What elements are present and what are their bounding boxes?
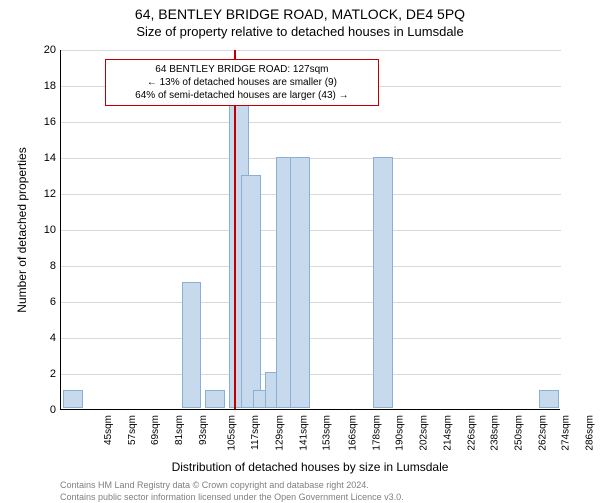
- x-tick-label: 57sqm: [127, 415, 138, 445]
- y-tick-label: 18: [36, 80, 56, 92]
- histogram-bar: [290, 157, 310, 408]
- gridline: [61, 338, 561, 339]
- x-tick-label: 238sqm: [490, 415, 501, 451]
- x-tick-label: 250sqm: [514, 415, 525, 451]
- chart: Number of detached properties 0246810121…: [60, 50, 560, 410]
- x-tick-label: 286sqm: [585, 415, 596, 451]
- y-tick-label: 12: [36, 188, 56, 200]
- histogram-bar: [63, 390, 83, 408]
- gridline: [61, 50, 561, 51]
- y-tick-label: 16: [36, 116, 56, 128]
- x-tick-label: 262sqm: [537, 415, 548, 451]
- gridline: [61, 230, 561, 231]
- y-tick-label: 20: [36, 44, 56, 56]
- histogram-bar: [373, 157, 393, 408]
- x-tick-label: 202sqm: [419, 415, 430, 451]
- x-tick-label: 141sqm: [298, 415, 309, 451]
- x-tick-label: 117sqm: [250, 415, 261, 450]
- x-tick-label: 129sqm: [274, 415, 285, 451]
- annotation-line-1: 64 BENTLEY BRIDGE ROAD: 127sqm: [112, 63, 372, 76]
- footer-line-2: Contains public sector information licen…: [60, 492, 404, 503]
- plot-area: 0246810121416182045sqm57sqm69sqm81sqm93s…: [60, 50, 560, 410]
- x-tick-label: 274sqm: [561, 415, 572, 451]
- x-tick-label: 166sqm: [348, 415, 359, 451]
- x-axis-label: Distribution of detached houses by size …: [60, 460, 560, 474]
- y-tick-label: 14: [36, 152, 56, 164]
- annotation-line-3: 64% of semi-detached houses are larger (…: [112, 89, 372, 102]
- annotation-line-2: ← 13% of detached houses are smaller (9): [112, 76, 372, 89]
- gridline: [61, 158, 561, 159]
- y-tick-label: 8: [36, 260, 56, 272]
- histogram-bar: [539, 390, 559, 408]
- x-tick-label: 93sqm: [198, 415, 209, 445]
- x-tick-label: 178sqm: [371, 415, 382, 451]
- page-subtitle: Size of property relative to detached ho…: [0, 22, 600, 39]
- x-tick-label: 214sqm: [442, 415, 453, 451]
- y-tick-label: 4: [36, 332, 56, 344]
- y-tick-label: 6: [36, 296, 56, 308]
- x-tick-label: 45sqm: [103, 415, 114, 445]
- x-tick-label: 226sqm: [466, 415, 477, 451]
- x-tick-label: 69sqm: [150, 415, 161, 445]
- annotation-box: 64 BENTLEY BRIDGE ROAD: 127sqm← 13% of d…: [105, 59, 379, 106]
- y-axis-label: Number of detached properties: [15, 147, 29, 312]
- y-tick-label: 2: [36, 368, 56, 380]
- page-title: 64, BENTLEY BRIDGE ROAD, MATLOCK, DE4 5P…: [0, 0, 600, 22]
- gridline: [61, 194, 561, 195]
- x-tick-label: 105sqm: [227, 415, 238, 451]
- gridline: [61, 374, 561, 375]
- y-tick-label: 0: [36, 404, 56, 416]
- gridline: [61, 122, 561, 123]
- gridline: [61, 302, 561, 303]
- x-tick-label: 190sqm: [395, 415, 406, 451]
- footer-line-1: Contains HM Land Registry data © Crown c…: [60, 480, 404, 492]
- histogram-bar: [241, 175, 261, 408]
- histogram-bar: [182, 282, 202, 408]
- histogram-bar: [205, 390, 225, 408]
- x-tick-label: 81sqm: [174, 415, 185, 445]
- x-tick-label: 153sqm: [322, 415, 333, 451]
- y-tick-label: 10: [36, 224, 56, 236]
- gridline: [61, 266, 561, 267]
